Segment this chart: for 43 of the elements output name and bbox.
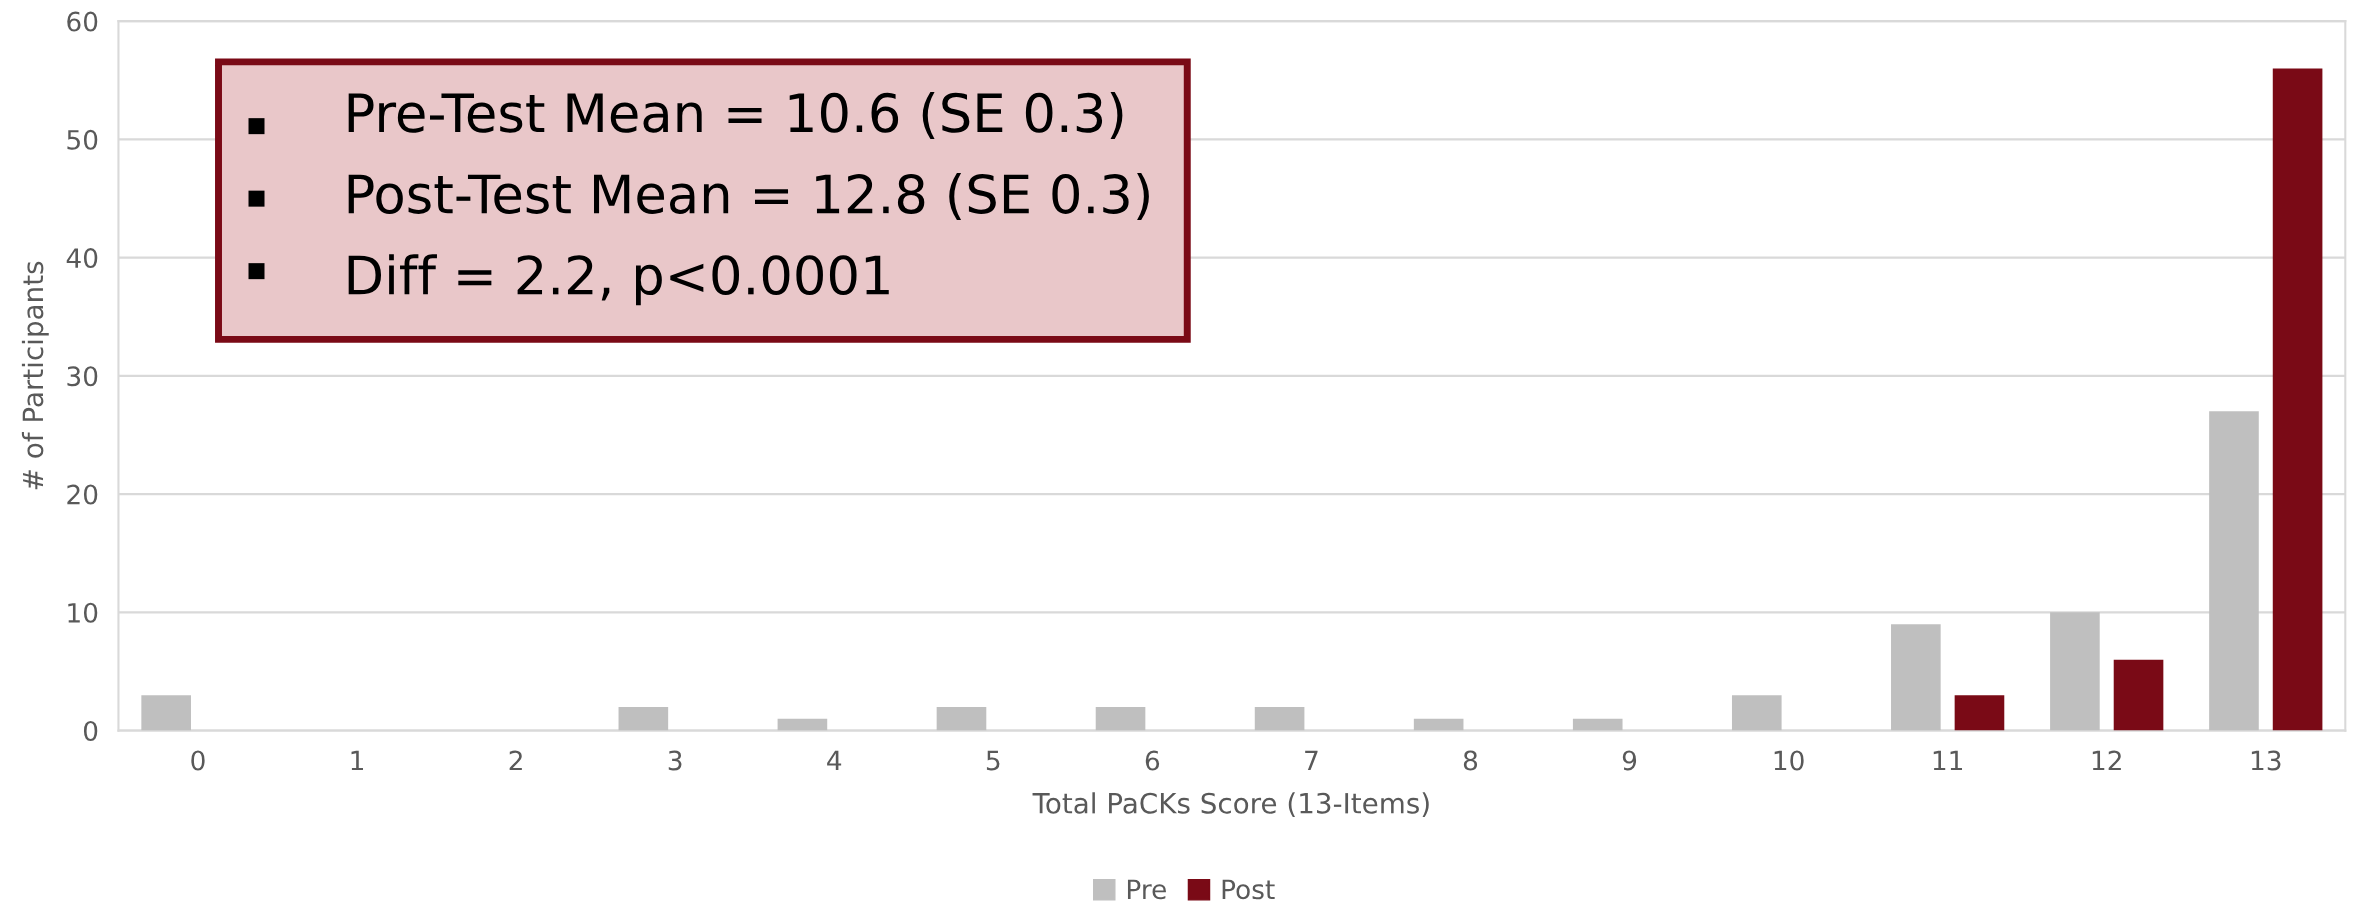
bar [1254,706,1305,731]
legend-label: Post [1222,879,1275,900]
bar [1731,695,1782,731]
x-tick-label: 5 [986,750,1000,771]
bar [1413,718,1464,731]
y-tick-label: 40 [66,248,98,269]
y-axis-title: # of Participants [21,261,49,490]
bar [2209,411,2259,731]
bar [1095,706,1146,731]
x-axis-title: Total PaCKs Score (13-Items) [1032,792,1429,818]
x-tick-label: 9 [1622,750,1637,771]
x-tick-label: 11 [1933,750,1963,771]
y-tick-label: 50 [67,129,98,150]
bar [777,718,828,731]
bar [618,706,669,731]
bar [1954,695,2005,731]
annotation: Diff = 2.2, p<0.0001 [348,254,889,306]
x-tick-label: 0 [191,750,205,771]
annotation: Pre-Test Mean = 10.6 (SE 0.3) [348,91,1123,139]
y-tick-label: 20 [67,484,98,505]
x-tick-label: 7 [1305,750,1318,771]
bar [2272,68,2323,731]
x-tick-label: 3 [668,750,682,771]
x-tick-label: 13 [2251,750,2281,771]
x-tick-label: 8 [1463,750,1478,771]
bar [141,695,191,731]
x-tick-label: 2 [509,750,522,771]
x-tick-label: 1 [351,750,363,771]
annotation: Post-Test Mean = 12.8 (SE 0.3) [348,173,1149,221]
y-tick-label: 0 [83,721,98,742]
x-tick-label: 4 [827,750,842,771]
x-tick-label: 6 [1145,750,1160,771]
x-tick-label: 10 [1774,750,1804,771]
bar [1891,624,1941,731]
bar [936,706,987,731]
bar [2050,612,2100,731]
bar [1572,718,1623,731]
x-tick-label: 12 [2092,750,2121,771]
legend-label: Pre [1127,879,1166,900]
bar [2113,659,2164,731]
y-tick-label: 60 [67,11,98,32]
y-tick-label: 30 [67,366,98,387]
y-tick-label: 10 [68,602,98,623]
